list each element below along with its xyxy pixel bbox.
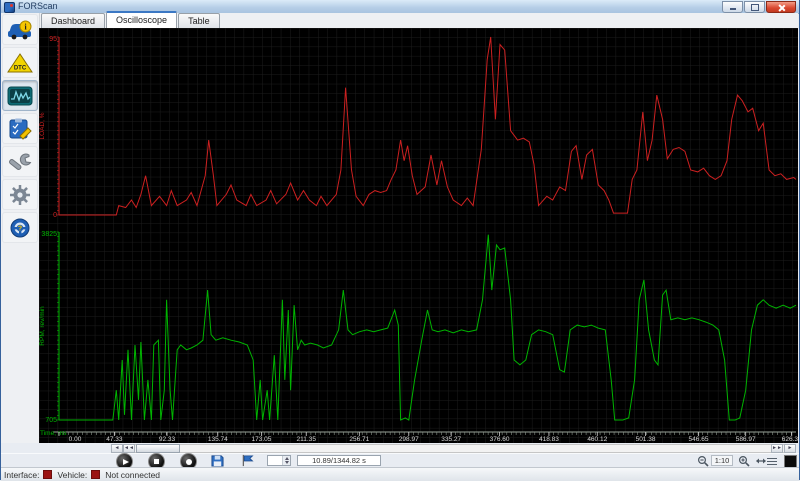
series-name-label: RPM, rev/min bbox=[39, 306, 46, 346]
oscilloscope-icon bbox=[7, 86, 33, 105]
minimize-icon bbox=[729, 7, 736, 10]
scroll-page-right-button[interactable]: ►► bbox=[771, 444, 783, 453]
y-max-label: 3825 bbox=[41, 231, 57, 238]
save-icon bbox=[210, 455, 224, 467]
x-tick-label: 173.05 bbox=[251, 436, 271, 443]
scroll-right-icon: ► bbox=[787, 445, 793, 451]
y-min-label: 0 bbox=[53, 212, 57, 219]
tests-icon bbox=[9, 118, 32, 140]
x-tick-label: 546.65 bbox=[689, 436, 709, 443]
svg-text:i: i bbox=[24, 21, 27, 31]
tab-table[interactable]: Table bbox=[178, 13, 220, 28]
vehicle-label: Vehicle: bbox=[57, 469, 88, 480]
wrench-icon bbox=[9, 153, 32, 170]
sidebar: i DTC bbox=[1, 13, 40, 443]
tab-dashboard[interactable]: Dashboard bbox=[41, 13, 106, 28]
x-tick-label: 298.97 bbox=[399, 436, 419, 443]
save-button[interactable] bbox=[209, 454, 225, 467]
tab-oscilloscope[interactable]: Oscilloscope bbox=[106, 11, 178, 29]
zoom-out-button[interactable] bbox=[695, 454, 711, 467]
scroll-page-right-icon: ►► bbox=[772, 445, 782, 451]
connection-status: Not connected bbox=[105, 469, 161, 480]
stop-icon bbox=[154, 459, 159, 464]
x-tick-label: 256.71 bbox=[349, 436, 369, 443]
tab-bar: Dashboard Oscilloscope Table bbox=[39, 11, 798, 29]
x-tick-label: 92.33 bbox=[159, 436, 176, 443]
steering-wheel-icon: ? bbox=[10, 218, 30, 237]
close-button[interactable] bbox=[766, 1, 796, 13]
zoom-in-button[interactable] bbox=[736, 454, 752, 467]
spinner-arrows[interactable] bbox=[282, 456, 290, 465]
fit-width-icon bbox=[756, 458, 766, 463]
spinner-down-icon bbox=[284, 461, 289, 465]
x-tick-label: 47.33 bbox=[106, 436, 123, 443]
x-tick-label: 418.83 bbox=[539, 436, 559, 443]
oscilloscope-canvas[interactable]: 95 0 LOAD, % 3825 705 RPM, rev/min Time, ms0.0… bbox=[39, 28, 800, 443]
x-tick-label: 586.97 bbox=[736, 436, 756, 443]
scroll-left-icon: ◄ bbox=[114, 445, 120, 451]
load-recording-button[interactable] bbox=[239, 454, 255, 467]
x-axis-label: Time, ms bbox=[40, 430, 67, 437]
svg-text:?: ? bbox=[18, 225, 22, 232]
sidebar-item-service[interactable] bbox=[2, 146, 38, 177]
scroll-page-left-icon: ◄◄ bbox=[124, 445, 134, 451]
sidebar-item-tests[interactable] bbox=[2, 113, 38, 144]
scrollbar-thumb[interactable] bbox=[136, 444, 180, 453]
y-min-label: 705 bbox=[45, 417, 57, 424]
sidebar-item-oscilloscope[interactable] bbox=[2, 80, 38, 111]
maximize-button[interactable] bbox=[744, 1, 765, 13]
record-icon bbox=[185, 458, 192, 465]
chart-scrollbar: ◄ ◄◄ ►► ► bbox=[39, 444, 798, 453]
time-position-display: 10.89/1344.82 s bbox=[297, 455, 381, 466]
fit-to-window-button[interactable] bbox=[753, 454, 769, 467]
scroll-left-button[interactable]: ◄ bbox=[111, 444, 123, 453]
interface-status-indicator bbox=[43, 470, 53, 479]
play-icon bbox=[122, 458, 129, 465]
x-tick-label: 376.60 bbox=[490, 436, 510, 443]
signal-list-button[interactable] bbox=[767, 454, 783, 469]
zoom-in-icon bbox=[738, 455, 750, 467]
app-icon bbox=[4, 2, 15, 13]
oscilloscope-toolbar: 10.89/1344.82 s 1:10 bbox=[1, 453, 799, 470]
waveform-0 bbox=[59, 36, 797, 216]
interface-label: Interface: bbox=[4, 469, 40, 480]
x-tick-label: 501.38 bbox=[636, 436, 656, 443]
scrollbar-track[interactable] bbox=[111, 444, 796, 453]
close-icon bbox=[778, 4, 785, 11]
x-tick-label: 460.12 bbox=[587, 436, 607, 443]
scroll-right-button[interactable]: ► bbox=[784, 444, 796, 453]
waveform-1 bbox=[59, 234, 797, 421]
sidebar-item-settings[interactable] bbox=[2, 179, 38, 210]
sidebar-item-vehicle-info[interactable]: i bbox=[2, 14, 38, 45]
list-lines-icon bbox=[767, 457, 777, 459]
x-tick-label: 0.00 bbox=[69, 436, 82, 443]
x-tick-label: 626.30 bbox=[782, 436, 798, 443]
sidebar-item-about[interactable]: ? bbox=[2, 212, 38, 243]
gear-icon bbox=[10, 184, 30, 205]
x-tick-label: 211.35 bbox=[297, 436, 317, 443]
sidebar-item-dtc[interactable]: DTC bbox=[2, 47, 38, 78]
minimize-button[interactable] bbox=[722, 1, 743, 13]
x-tick-label: 135.74 bbox=[208, 436, 228, 443]
y-max-label: 95 bbox=[49, 36, 57, 43]
zoom-out-icon bbox=[697, 455, 709, 467]
scroll-page-left-button[interactable]: ◄◄ bbox=[123, 444, 135, 453]
vehicle-info-icon: i bbox=[8, 20, 32, 39]
oscilloscope-chart[interactable]: 95 0 LOAD, % 3825 705 RPM, rev/min Time, ms 0.0… bbox=[39, 28, 800, 443]
status-bar: Interface: Vehicle: Not connected bbox=[1, 467, 799, 481]
svg-text:DTC: DTC bbox=[14, 65, 27, 71]
chart-grid bbox=[39, 28, 798, 443]
maximize-icon bbox=[750, 3, 759, 11]
spinner-up-icon bbox=[284, 456, 289, 460]
sample-spinner[interactable] bbox=[267, 455, 291, 466]
window-title: FORScan bbox=[18, 1, 58, 11]
flag-icon bbox=[242, 454, 254, 467]
vehicle-status-indicator bbox=[91, 470, 101, 479]
zoom-ratio-display: 1:10 bbox=[711, 455, 733, 466]
dtc-icon: DTC bbox=[7, 52, 33, 72]
x-tick-label: 335.27 bbox=[441, 436, 461, 443]
series-name-label: LOAD, % bbox=[39, 112, 46, 139]
